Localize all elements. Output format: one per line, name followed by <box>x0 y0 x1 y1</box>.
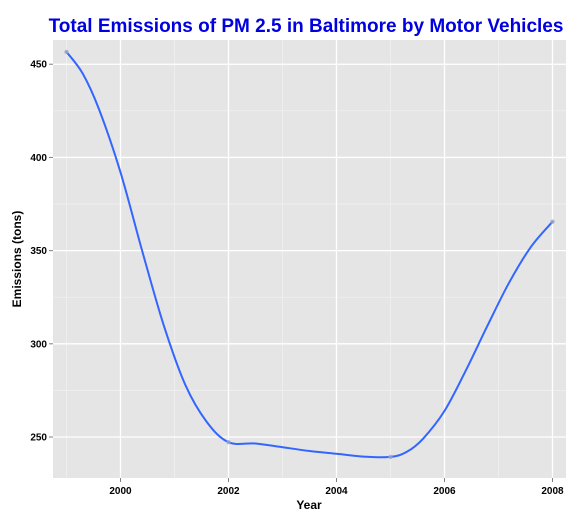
minor-gridlines <box>53 40 566 478</box>
data-point <box>550 219 555 224</box>
y-tick-label: 400 <box>30 153 47 164</box>
y-tick-label: 450 <box>30 60 47 71</box>
major-gridlines <box>53 40 566 478</box>
y-axis-label: Emissions (tons) <box>10 211 24 308</box>
x-tick-label: 2004 <box>325 486 348 497</box>
series-line <box>65 50 554 459</box>
data-point <box>226 440 231 445</box>
chart-title: Total Emissions of PM 2.5 in Baltimore b… <box>49 16 564 37</box>
series <box>64 49 555 460</box>
x-tick-label: 2008 <box>541 486 564 497</box>
y-tick-labels: 250 300 350 400 450 <box>30 60 53 443</box>
data-point <box>388 454 393 460</box>
y-tick-label: 250 <box>30 432 47 443</box>
plot-panel <box>53 40 566 478</box>
y-tick-label: 350 <box>30 246 47 257</box>
x-axis-label: Year <box>296 498 322 512</box>
y-tick-label: 300 <box>30 339 47 350</box>
x-tick-labels: 2000 2002 2004 2006 2008 <box>109 478 564 497</box>
x-tick-label: 2006 <box>433 486 456 497</box>
x-tick-label: 2002 <box>217 486 240 497</box>
x-tick-label: 2000 <box>109 486 132 497</box>
data-point <box>64 49 69 55</box>
